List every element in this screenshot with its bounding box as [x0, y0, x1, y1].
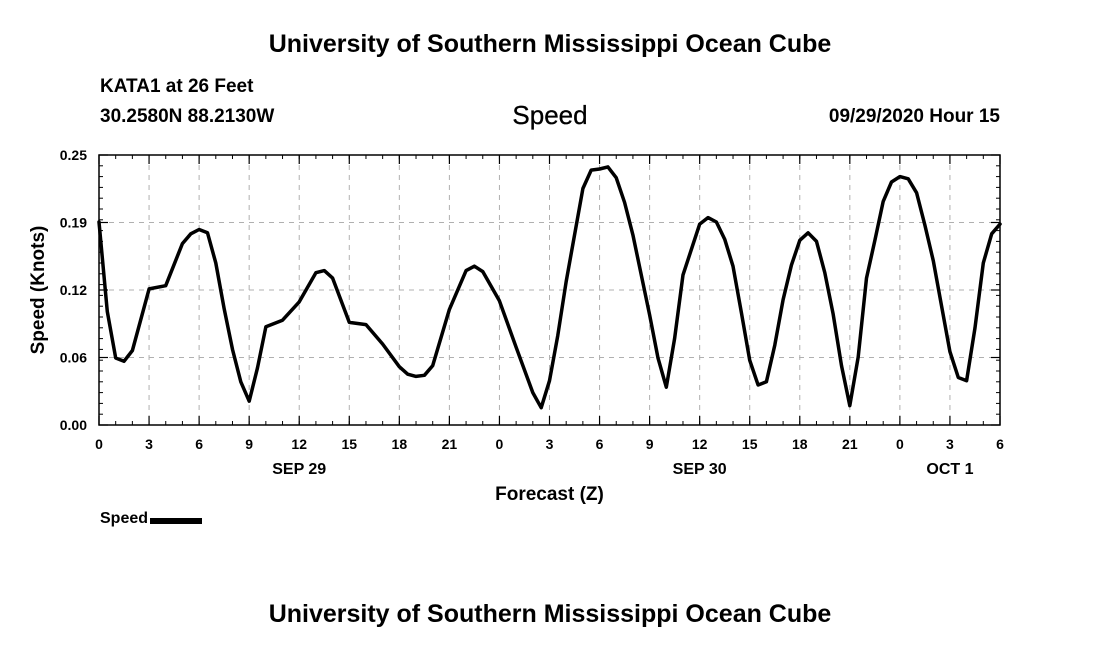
- x-tick-label: 15: [341, 436, 357, 452]
- x-tick-label: 21: [842, 436, 858, 452]
- x-tick-label: 15: [742, 436, 758, 452]
- x-tick-label: 6: [596, 436, 604, 452]
- day-label: SEP 29: [272, 461, 326, 478]
- chart-title-top: University of Southern Mississippi Ocean…: [268, 30, 832, 58]
- x-tick-label: 21: [442, 436, 458, 452]
- x-tick-label: 0: [896, 436, 904, 452]
- x-tick-label: 6: [195, 436, 203, 452]
- datetime-label: 09/29/2020 Hour 15: [828, 106, 1000, 127]
- y-tick-label: 0.00: [60, 417, 87, 433]
- y-tick-label: 0.19: [60, 215, 87, 231]
- x-tick-label: 18: [392, 436, 408, 452]
- coordinates-label: 30.2580N 88.2130W: [100, 106, 275, 127]
- x-tick-label: 3: [546, 436, 554, 452]
- x-tick-label: 9: [245, 436, 253, 452]
- x-tick-label: 12: [291, 436, 307, 452]
- x-tick-label: 3: [946, 436, 954, 452]
- x-tick-label: 9: [646, 436, 654, 452]
- x-tick-label: 3: [145, 436, 153, 452]
- chart-title-bottom: University of Southern Mississippi Ocean…: [268, 600, 832, 628]
- y-tick-label: 0.12: [60, 282, 87, 298]
- y-axis-label: Speed (Knots): [28, 226, 49, 355]
- x-tick-label: 18: [792, 436, 808, 452]
- series-line-speed: [97, 165, 1002, 410]
- day-label: OCT 1: [926, 461, 973, 478]
- y-tick-label: 0.06: [60, 350, 87, 366]
- legend: Speed: [100, 510, 203, 528]
- x-tick-label: 0: [496, 436, 504, 452]
- legend-swatch: [150, 518, 203, 524]
- station-label: KATA1 at 26 Feet: [100, 76, 254, 97]
- day-label: SEP 30: [673, 461, 727, 478]
- x-tick-label: 12: [692, 436, 708, 452]
- y-tick-label: 0.25: [60, 147, 87, 163]
- x-tick-label: 6: [996, 436, 1004, 452]
- x-tick-label: 0: [95, 436, 103, 452]
- legend-label: Speed: [100, 510, 149, 527]
- x-axis-label: Forecast (Z): [495, 484, 604, 505]
- variable-title: Speed: [512, 100, 588, 130]
